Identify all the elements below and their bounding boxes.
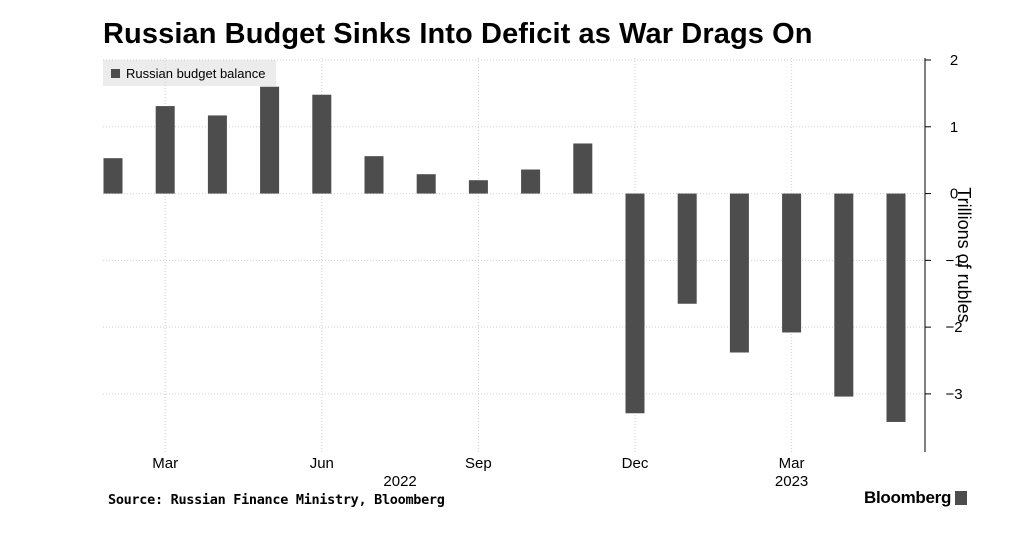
y-tick-label: −1 (945, 252, 962, 269)
bar (416, 174, 436, 194)
y-tick-label: 1 (950, 119, 958, 136)
bar (625, 193, 645, 414)
y-tick-label: 0 (950, 186, 958, 203)
x-tick-label: Jun (310, 455, 334, 472)
y-tick-label: −2 (945, 319, 962, 336)
bar (729, 193, 749, 353)
bar (886, 193, 906, 422)
bar (260, 86, 280, 194)
legend-label: Russian budget balance (126, 65, 266, 81)
bar (468, 180, 488, 194)
bar (312, 94, 332, 194)
x-year-label: 2023 (775, 473, 808, 490)
y-axis-title: Trillions of rubles (954, 187, 974, 322)
bar-chart-icon (955, 491, 968, 505)
x-tick-label: Mar (779, 455, 805, 472)
brand-name: Bloomberg (864, 488, 952, 507)
x-year-label: 2022 (383, 473, 416, 490)
bar (782, 193, 802, 333)
bar (573, 143, 593, 194)
bar (834, 193, 854, 397)
y-tick-label: 2 (950, 52, 958, 69)
x-tick-label: Mar (152, 455, 178, 472)
x-tick-label: Dec (622, 455, 649, 472)
legend: Russian budget balance (103, 60, 276, 86)
bar (207, 115, 227, 194)
source-note: Source: Russian Finance Ministry, Bloomb… (108, 492, 445, 508)
bar (364, 156, 384, 194)
legend-swatch (111, 68, 120, 78)
bar (155, 106, 175, 194)
y-tick-label: −3 (945, 386, 962, 403)
brand-logo: Bloomberg (864, 488, 968, 508)
bar (677, 193, 697, 304)
x-tick-label: Sep (465, 455, 492, 472)
bar (521, 169, 541, 194)
chart-title: Russian Budget Sinks Into Deficit as War… (103, 18, 813, 50)
bar (103, 158, 123, 194)
